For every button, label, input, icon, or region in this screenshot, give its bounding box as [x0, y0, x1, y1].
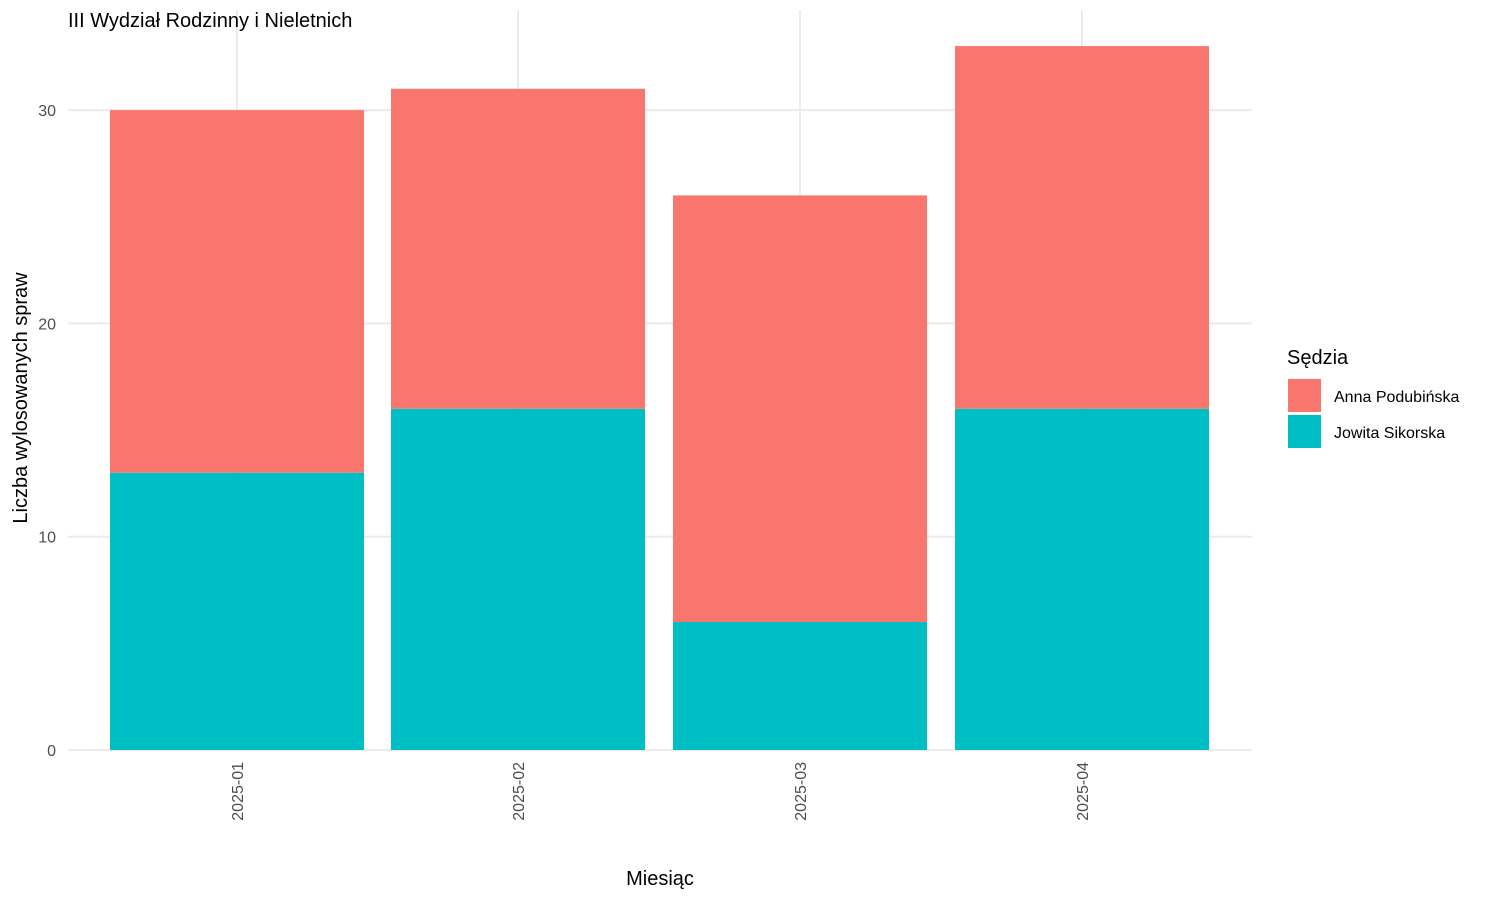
x-axis-title: Miesiąc: [626, 868, 694, 890]
legend: Sędzia Anna Podubińska Jowita Sikorska: [1287, 347, 1460, 448]
bar-2025-04-anna-podubi-ska: [955, 46, 1209, 409]
y-axis-title: Liczba wylosowanych spraw: [10, 272, 32, 524]
legend-title: Sędzia: [1287, 347, 1349, 369]
legend-swatch: [1288, 379, 1321, 412]
y-tick-label: 0: [47, 743, 56, 760]
legend-swatch: [1288, 415, 1321, 448]
bar-2025-02-anna-podubi-ska: [391, 88, 645, 409]
legend-label: Jowita Sikorska: [1334, 425, 1445, 442]
bars-layer: [110, 46, 1209, 750]
bar-2025-02-jowita-sikorska: [391, 408, 645, 750]
bar-2025-03-jowita-sikorska: [673, 622, 927, 750]
bar-2025-01-jowita-sikorska: [110, 472, 364, 750]
x-tick-label: 2025-02: [511, 762, 528, 821]
x-axis-ticks: 2025-01 2025-02 2025-03 2025-04: [230, 762, 1092, 821]
y-axis-ticks: 0 10 20 30: [38, 103, 56, 760]
legend-label: Anna Podubińska: [1334, 389, 1460, 406]
x-tick-label: 2025-03: [793, 762, 810, 821]
chart-title: III Wydział Rodzinny i Nieletnich: [68, 10, 352, 32]
y-tick-label: 30: [38, 103, 56, 120]
y-tick-label: 10: [38, 530, 56, 547]
x-tick-label: 2025-01: [230, 762, 247, 821]
bar-2025-04-jowita-sikorska: [955, 408, 1209, 750]
bar-2025-03-anna-podubi-ska: [673, 195, 927, 623]
bar-2025-01-anna-podubi-ska: [110, 110, 364, 473]
y-tick-label: 20: [38, 316, 56, 333]
x-tick-label: 2025-04: [1075, 762, 1092, 821]
legend-items: Anna Podubińska Jowita Sikorska: [1288, 379, 1460, 448]
